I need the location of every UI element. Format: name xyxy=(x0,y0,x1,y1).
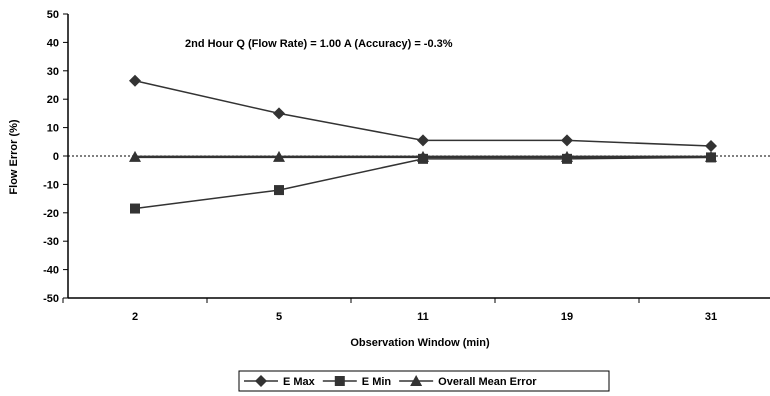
legend-item: Overall Mean Error xyxy=(399,375,537,388)
data-point xyxy=(417,150,429,162)
y-tick-label: -50 xyxy=(43,293,59,305)
data-point xyxy=(417,134,429,147)
legend-marker xyxy=(410,375,423,386)
series-line xyxy=(134,156,712,210)
legend-marker xyxy=(334,376,345,386)
x-tick-label: 5 xyxy=(276,311,282,323)
x-axis-ticks: 2 5 11 19 31 xyxy=(62,298,717,323)
data-point xyxy=(705,140,717,153)
y-tick-label: 20 xyxy=(47,94,59,106)
y-axis-title: Flow Error (%) xyxy=(8,119,20,195)
data-point xyxy=(273,107,285,120)
y-tick-label: -20 xyxy=(43,208,59,220)
x-tick-label: 2 xyxy=(132,311,138,323)
data-point xyxy=(561,150,573,162)
data-point xyxy=(273,150,285,162)
legend-label: Overall Mean Error xyxy=(438,376,537,388)
x-tick-label: 19 xyxy=(561,311,573,323)
y-tick-label: 30 xyxy=(47,66,59,78)
chart-annotation: 2nd Hour Q (Flow Rate) = 1.00 A (Accurac… xyxy=(185,38,453,50)
x-tick-label: 11 xyxy=(417,311,429,323)
data-point xyxy=(705,150,717,162)
data-point xyxy=(274,185,284,196)
data-point xyxy=(130,203,140,214)
y-tick-label: -10 xyxy=(43,179,59,191)
x-tick-label: 31 xyxy=(705,311,717,323)
data-point xyxy=(129,150,141,162)
y-tick-label: -40 xyxy=(43,265,59,277)
y-tick-label: 50 xyxy=(47,9,59,21)
legend-item: E Max xyxy=(244,375,316,388)
y-axis-ticks: 50 40 30 20 10 0 -10 -20 -30 -40 -50 xyxy=(43,9,68,305)
series-layer xyxy=(129,74,717,214)
y-tick-label: -30 xyxy=(43,236,59,248)
x-axis-title: Observation Window (min) xyxy=(350,337,490,349)
y-tick-label: 10 xyxy=(47,123,59,135)
series-e-max xyxy=(129,74,717,153)
legend-label: E Min xyxy=(362,376,392,388)
series-overall-mean-error xyxy=(129,150,717,162)
data-point xyxy=(129,74,141,87)
legend: E Max E Min Overall Mean Error xyxy=(238,370,610,392)
legend-label: E Max xyxy=(283,376,316,388)
legend-marker xyxy=(255,375,267,387)
legend-item: E Min xyxy=(322,376,392,388)
y-tick-label: 0 xyxy=(53,151,59,163)
data-point xyxy=(561,134,573,147)
y-tick-label: 40 xyxy=(47,37,59,49)
